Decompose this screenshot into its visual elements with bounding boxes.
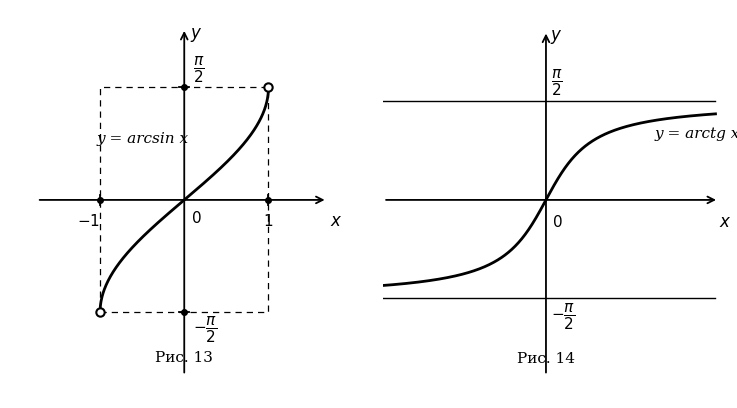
Text: y = arctg x: y = arctg x	[654, 127, 737, 141]
Text: $y$: $y$	[550, 28, 562, 46]
Text: $x$: $x$	[330, 213, 343, 230]
Text: Рис. 14: Рис. 14	[517, 352, 575, 366]
Text: $y$: $y$	[190, 26, 203, 44]
Text: $1$: $1$	[263, 213, 273, 229]
Text: $\dfrac{\pi}{2}$: $\dfrac{\pi}{2}$	[192, 55, 204, 84]
Text: y = arcsin x: y = arcsin x	[96, 132, 188, 146]
Text: $-1$: $-1$	[77, 213, 100, 229]
Text: $0$: $0$	[552, 214, 562, 230]
Text: Рис. 13: Рис. 13	[156, 350, 213, 365]
Text: $-\dfrac{\pi}{2}$: $-\dfrac{\pi}{2}$	[192, 315, 217, 345]
Text: $x$: $x$	[719, 214, 731, 231]
Text: $-\dfrac{\pi}{2}$: $-\dfrac{\pi}{2}$	[551, 302, 576, 332]
Text: $\dfrac{\pi}{2}$: $\dfrac{\pi}{2}$	[551, 68, 563, 98]
Text: $0$: $0$	[191, 210, 202, 226]
